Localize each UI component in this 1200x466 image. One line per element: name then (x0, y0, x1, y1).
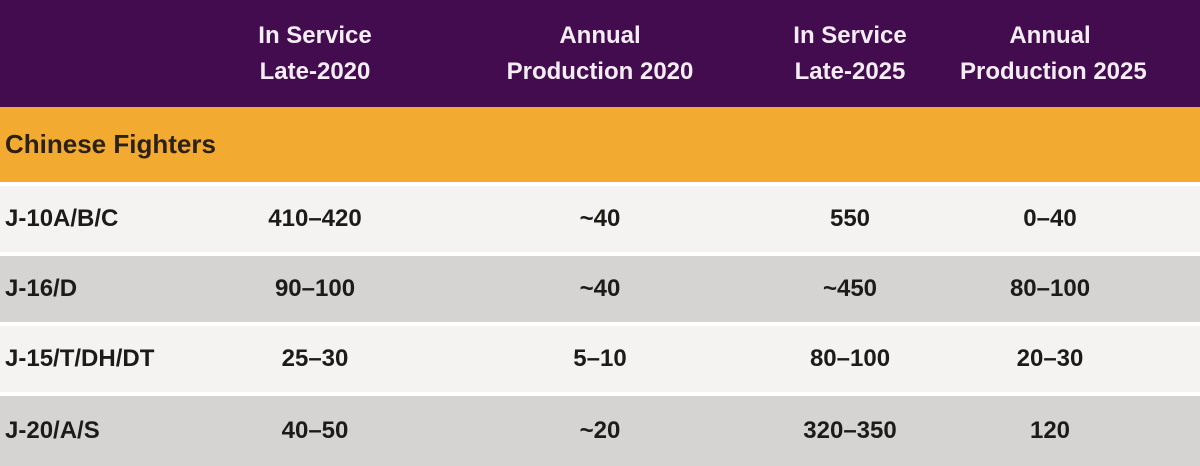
cell-annual-production-2025: 20–30 (960, 322, 1200, 394)
cell-in-service-2025: ~450 (740, 252, 960, 324)
cell-annual-production-2020: ~20 (460, 392, 740, 466)
section-row-chinese-fighters: Chinese Fighters (0, 107, 1200, 184)
row-label: J-16/D (0, 252, 170, 324)
column-header-line2: Production 2025 (960, 57, 1147, 85)
cell-annual-production-2025: 80–100 (960, 252, 1200, 324)
cell-annual-production-2025: 0–40 (960, 182, 1200, 254)
column-header-line2: Late-2025 (794, 57, 906, 85)
cell-annual-production-2020: 5–10 (460, 322, 740, 394)
cell-in-service-2020: 410–420 (170, 182, 460, 254)
cell-annual-production-2020: ~40 (460, 182, 740, 254)
table-row-j10: J-10A/B/C 410–420 ~40 550 0–40 (0, 182, 1200, 254)
header-empty-cell (0, 0, 170, 107)
row-label: J-10A/B/C (0, 182, 170, 254)
cell-in-service-2025: 550 (740, 182, 960, 254)
column-header-annual-production-2025: Annual Production 2025 (960, 0, 1200, 107)
column-header-line1: Annual (559, 21, 641, 49)
cell-in-service-2025: 80–100 (740, 322, 960, 394)
cell-annual-production-2020: ~40 (460, 252, 740, 324)
table-row-j15: J-15/T/DH/DT 25–30 5–10 80–100 20–30 (0, 322, 1200, 394)
column-header-annual-production-2020: Annual Production 2020 (460, 0, 740, 107)
section-label: Chinese Fighters (5, 129, 216, 159)
cell-annual-production-2025: 120 (960, 392, 1200, 466)
column-header-line1: In Service (793, 21, 907, 49)
column-header-line2: Production 2020 (506, 57, 694, 85)
table-row-j16: J-16/D 90–100 ~40 ~450 80–100 (0, 252, 1200, 324)
cell-in-service-2020: 40–50 (170, 392, 460, 466)
column-header-line1: Annual (1009, 21, 1091, 49)
table-header-row: In Service Late-2020 Annual Production 2… (0, 0, 1200, 107)
cell-in-service-2020: 90–100 (170, 252, 460, 324)
column-header-line1: In Service (258, 21, 372, 49)
row-label: J-15/T/DH/DT (0, 322, 170, 394)
row-label: J-20/A/S (0, 392, 170, 466)
column-header-in-service-late-2020: In Service Late-2020 (170, 0, 460, 107)
table-row-j20: J-20/A/S 40–50 ~20 320–350 120 (0, 392, 1200, 466)
column-header-in-service-late-2025: In Service Late-2025 (740, 0, 960, 107)
column-header-line2: Late-2020 (259, 57, 371, 85)
cell-in-service-2020: 25–30 (170, 322, 460, 394)
cell-in-service-2025: 320–350 (740, 392, 960, 466)
